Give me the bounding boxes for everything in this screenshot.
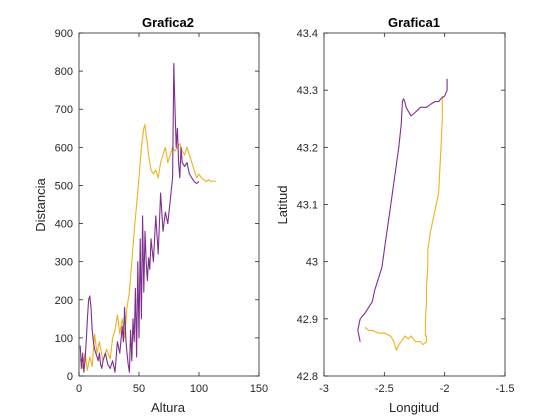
x-ticks: -3 -2.5 -2 -1.5 xyxy=(319,33,514,395)
plot-area xyxy=(78,32,260,377)
x-axis-label: Longitud xyxy=(389,400,439,415)
y-tick-label: 400 xyxy=(55,219,73,231)
series-line-1 xyxy=(357,78,448,342)
y-ticks: 0 100 200 300 400 500 600 700 800 900 xyxy=(55,28,259,383)
y-axis-label: Latitud xyxy=(275,185,290,224)
chart-title: Grafica1 xyxy=(388,15,440,30)
y-tick-label: 43.4 xyxy=(297,28,318,40)
x-axis-label: Altura xyxy=(151,400,186,415)
y-tick-label: 100 xyxy=(55,333,73,345)
y-tick-label: 300 xyxy=(55,257,73,269)
y-tick-label: 43.1 xyxy=(297,200,318,212)
x-tick-label: 50 xyxy=(133,383,145,395)
y-tick-label: 500 xyxy=(55,180,73,192)
y-tick-label: 600 xyxy=(55,142,73,154)
chart-grafica1: Grafica1 -3 -2.5 -2 -1.5 42.8 42.9 43 43.1 43.2… xyxy=(275,15,514,415)
plot-area xyxy=(323,32,506,377)
y-ticks: 42.8 42.9 43 43.1 43.2 43.3 43.4 xyxy=(297,28,505,383)
x-tick-label: -1.5 xyxy=(496,383,515,395)
series-line-0 xyxy=(364,95,443,351)
x-tick-label: -2.5 xyxy=(375,383,394,395)
y-tick-label: 43.3 xyxy=(297,85,318,97)
y-tick-label: 800 xyxy=(55,66,73,78)
y-tick-label: 0 xyxy=(67,371,73,383)
y-tick-label: 42.8 xyxy=(297,371,318,383)
series-lines xyxy=(357,78,448,351)
y-tick-label: 200 xyxy=(55,295,73,307)
y-tick-label: 900 xyxy=(55,28,73,40)
y-tick-label: 700 xyxy=(55,104,73,116)
x-tick-label: -2 xyxy=(440,383,450,395)
x-tick-label: 150 xyxy=(250,383,268,395)
y-tick-label: 42.9 xyxy=(297,314,318,326)
x-tick-label: 100 xyxy=(190,383,208,395)
x-tick-label: -3 xyxy=(319,383,329,395)
chart-grafica2: Grafica2 0 50 100 150 0 100 200 300 400 500 600 70… xyxy=(33,15,268,415)
y-tick-label: 43 xyxy=(306,257,318,269)
chart-title: Grafica2 xyxy=(142,15,194,30)
series-line-1 xyxy=(79,62,200,373)
y-axis-label: Distancia xyxy=(33,177,48,231)
x-tick-label: 0 xyxy=(76,383,82,395)
series-lines xyxy=(79,62,216,373)
y-tick-label: 43.2 xyxy=(297,142,318,154)
x-ticks: 0 50 100 150 xyxy=(76,33,268,395)
